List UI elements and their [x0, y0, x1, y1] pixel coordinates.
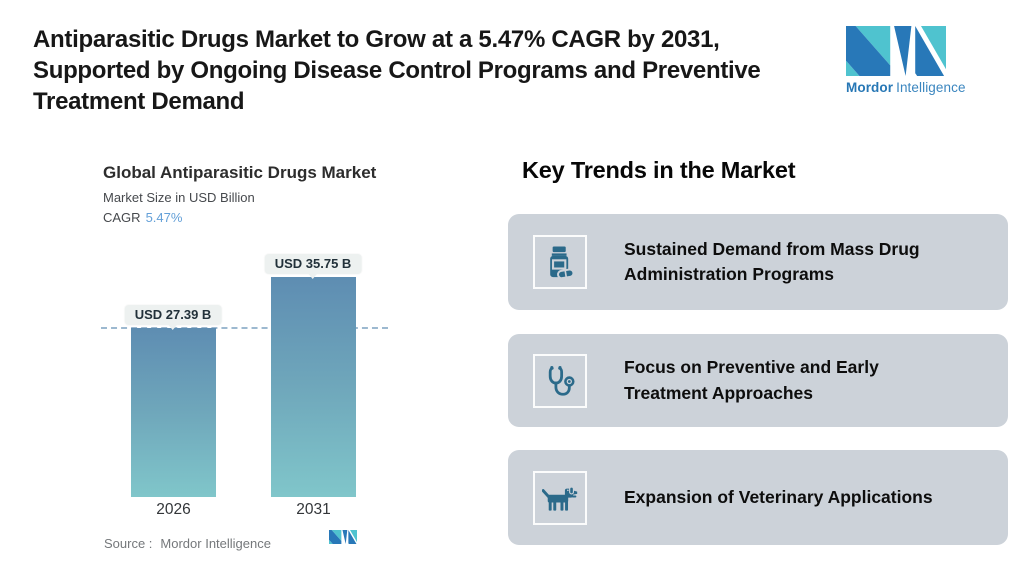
trend-icon-box: [533, 353, 587, 408]
trends-heading: Key Trends in the Market: [522, 157, 796, 183]
value-label-2031: USD 35.75 B: [264, 254, 362, 274]
trend-text: Sustained Demand from Mass Drug Administ…: [624, 237, 920, 288]
trend-text: Focus on Preventive and Early Treatment …: [624, 355, 879, 406]
bar-2031: [271, 277, 356, 497]
trend-card-mass-drug-administration: Sustained Demand from Mass Drug Administ…: [508, 214, 1008, 310]
source-value: Mordor Intelligence: [160, 536, 271, 551]
x-axis-label-2031: 2031: [296, 501, 331, 518]
chart-title: Global Antiparasitic Drugs Market: [103, 163, 377, 182]
trend-card-preventive-treatment: Focus on Preventive and Early Treatment …: [508, 334, 1008, 427]
cagr-label: CAGR: [103, 210, 141, 225]
stethoscope-icon: [548, 365, 575, 396]
x-axis-label-2026: 2026: [156, 501, 191, 518]
trend-text-line: Sustained Demand from Mass Drug: [624, 238, 920, 259]
brand-name-regular: Intelligence: [896, 80, 966, 95]
chart-subtitle: Market Size in USD Billion: [103, 190, 255, 205]
cagr-value: 5.47%: [145, 210, 183, 225]
trend-text-line: Focus on Preventive and Early: [624, 357, 879, 377]
title-line-2: Supported by Ongoing Disease Control Pro…: [33, 57, 761, 84]
chart-cagr: CAGR 5.47%: [103, 210, 182, 225]
page-title: Antiparasitic Drugs Market to Grow at a …: [33, 24, 761, 117]
mini-mordor-logo-icon: [329, 530, 357, 544]
value-label-2026: USD 27.39 B: [124, 305, 222, 325]
brand-name-bold: Mordor: [846, 80, 894, 95]
trend-icon-box: [533, 470, 587, 525]
title-line-1: Antiparasitic Drugs Market to Grow at a …: [33, 26, 720, 53]
title-line-3: Treatment Demand: [33, 88, 245, 115]
trend-text: Expansion of Veterinary Applications: [624, 485, 933, 511]
dog-icon: [542, 485, 578, 511]
reference-dashed-line: [101, 327, 388, 329]
brand-logo: Mordor Intelligence: [846, 26, 966, 95]
source-label: Source :: [104, 536, 153, 551]
trend-icon-box: [533, 235, 587, 289]
brand-name: Mordor Intelligence: [846, 80, 966, 95]
bar-2026: [131, 328, 216, 497]
trend-text-line: Treatment Approaches: [624, 382, 813, 403]
chart-source: Source : Mordor Intelligence: [104, 536, 271, 551]
pill-bottle-icon: [550, 246, 575, 280]
mordor-logo-icon: [846, 26, 946, 76]
trend-text-line: Expansion of Veterinary Applications: [624, 486, 933, 507]
trend-text-line: Administration Programs: [624, 264, 835, 284]
trend-card-veterinary-applications: Expansion of Veterinary Applications: [508, 450, 1008, 545]
